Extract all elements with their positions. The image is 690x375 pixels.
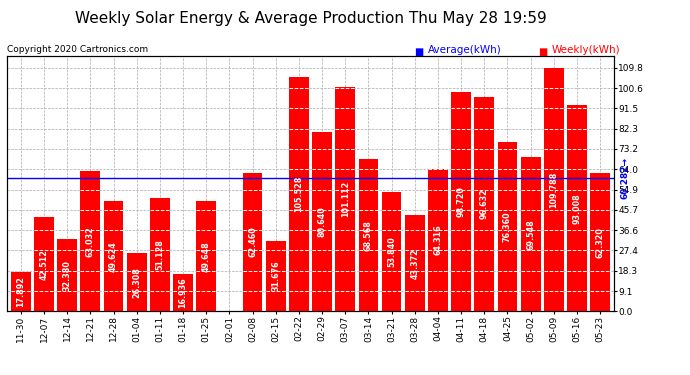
Bar: [428, 169, 448, 311]
Text: 42.512: 42.512: [39, 249, 48, 279]
Text: 16.936: 16.936: [179, 277, 188, 308]
Bar: [34, 217, 54, 311]
Bar: [313, 132, 332, 311]
Text: Average(kWh): Average(kWh): [428, 45, 502, 55]
Text: 49.648: 49.648: [201, 241, 210, 272]
Text: 109.788: 109.788: [549, 171, 558, 208]
Bar: [81, 171, 100, 311]
Bar: [475, 97, 494, 311]
Text: 62.320: 62.320: [595, 227, 604, 258]
Text: 26.308: 26.308: [132, 267, 141, 297]
Bar: [521, 157, 540, 311]
Text: 64.316: 64.316: [433, 225, 442, 255]
Text: 80.640: 80.640: [317, 207, 326, 237]
Text: Copyright 2020 Cartronics.com: Copyright 2020 Cartronics.com: [7, 45, 148, 54]
Bar: [567, 105, 587, 311]
Text: 62.460: 62.460: [248, 226, 257, 257]
Text: ←60.282: ←60.282: [0, 157, 1, 199]
Text: Weekly Solar Energy & Average Production Thu May 28 19:59: Weekly Solar Energy & Average Production…: [75, 11, 546, 26]
Text: 105.528: 105.528: [295, 176, 304, 213]
Text: 51.128: 51.128: [155, 239, 164, 270]
Text: 31.676: 31.676: [271, 261, 280, 291]
Text: 49.624: 49.624: [109, 241, 118, 272]
Bar: [243, 173, 262, 311]
Text: ■: ■: [414, 47, 423, 57]
Bar: [359, 159, 378, 311]
Bar: [173, 274, 193, 311]
Text: 93.008: 93.008: [573, 193, 582, 224]
Bar: [497, 142, 518, 311]
Bar: [197, 201, 216, 311]
Text: 98.720: 98.720: [457, 186, 466, 217]
Text: 69.548: 69.548: [526, 219, 535, 249]
Text: Weekly(kWh): Weekly(kWh): [552, 45, 620, 55]
Bar: [335, 87, 355, 311]
Text: 63.032: 63.032: [86, 226, 95, 257]
Text: 68.568: 68.568: [364, 220, 373, 251]
Text: 53.840: 53.840: [387, 236, 396, 267]
Text: 17.892: 17.892: [17, 276, 26, 307]
Bar: [405, 215, 424, 311]
Text: ■: ■: [538, 47, 547, 57]
Bar: [289, 77, 308, 311]
Text: 43.372: 43.372: [411, 248, 420, 279]
Text: 32.380: 32.380: [63, 260, 72, 291]
Text: 60.282→: 60.282→: [620, 157, 629, 199]
Bar: [451, 92, 471, 311]
Bar: [104, 201, 124, 311]
Bar: [57, 240, 77, 311]
Bar: [127, 253, 146, 311]
Bar: [11, 272, 30, 311]
Text: 101.112: 101.112: [341, 181, 350, 217]
Bar: [544, 68, 564, 311]
Bar: [382, 192, 402, 311]
Bar: [150, 198, 170, 311]
Bar: [266, 241, 286, 311]
Text: 96.632: 96.632: [480, 189, 489, 219]
Text: 76.360: 76.360: [503, 211, 512, 242]
Bar: [591, 173, 610, 311]
